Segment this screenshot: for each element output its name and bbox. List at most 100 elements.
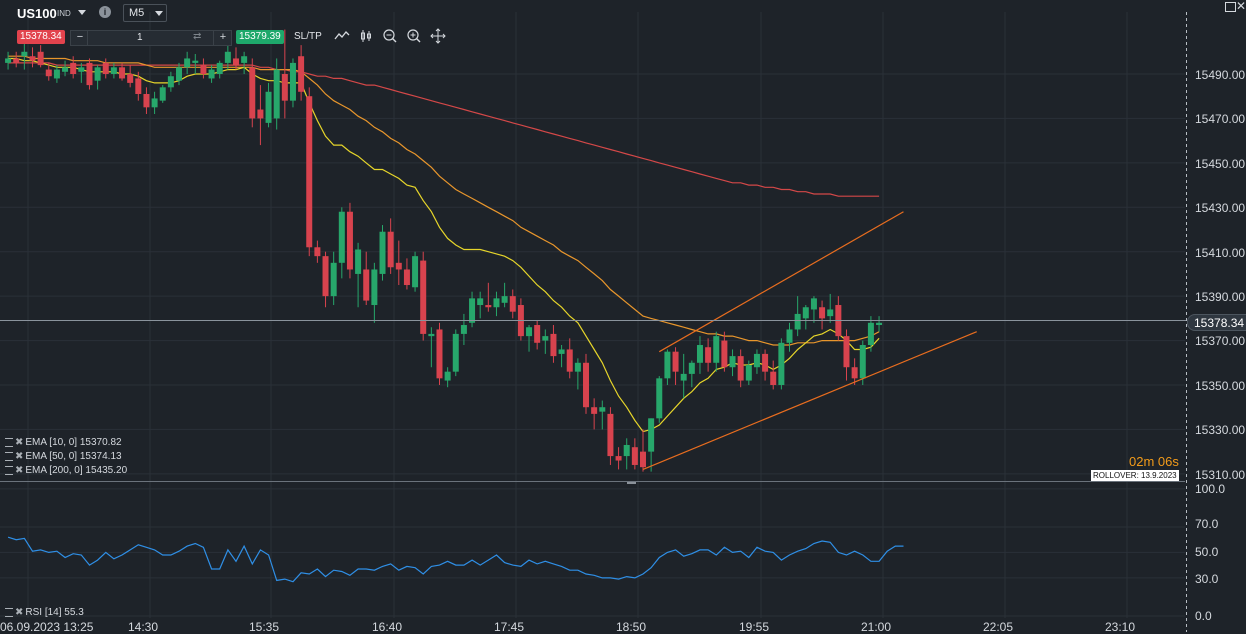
candle	[110, 62, 117, 79]
sell-button[interactable]: 15378.34	[17, 30, 65, 44]
candle	[737, 349, 744, 388]
quantity-stepper[interactable]: − 1 ⇄ +	[70, 30, 232, 46]
candle-body	[648, 418, 655, 452]
candle	[371, 262, 378, 323]
candle-body	[786, 329, 793, 343]
zoom-out-icon[interactable]	[382, 28, 398, 44]
candle	[794, 296, 801, 337]
candle	[607, 407, 614, 465]
legend-ema10[interactable]: ✖ EMA [10, 0] 15370.82	[5, 437, 122, 448]
candlestick-icon[interactable]	[359, 28, 375, 44]
candle	[338, 207, 345, 279]
candle-body	[192, 60, 199, 63]
candle-body	[607, 413, 614, 457]
price-axis-label: 15430.00	[1195, 201, 1246, 215]
candle-body	[298, 56, 305, 92]
settings-icon[interactable]	[5, 607, 13, 617]
settings-icon[interactable]	[5, 451, 13, 461]
legend-ema50[interactable]: ✖ EMA [50, 0] 15374.13	[5, 451, 122, 462]
rsi-axis-label: 50.0	[1195, 545, 1219, 559]
candle-body	[436, 329, 443, 379]
candle-body	[159, 87, 166, 101]
candle	[469, 291, 476, 328]
candle	[53, 65, 60, 83]
candle	[241, 51, 248, 74]
candle-body	[762, 353, 769, 372]
remove-icon[interactable]: ✖	[15, 451, 24, 462]
channel-upper-line	[658, 211, 904, 353]
candle-body	[289, 62, 296, 101]
candle	[102, 58, 109, 79]
remove-icon[interactable]: ✖	[15, 607, 24, 618]
symbol-dropdown-chevron-icon[interactable]	[78, 10, 86, 15]
close-icon[interactable]: ✕	[1236, 0, 1246, 13]
timeframe-select[interactable]: M5	[123, 4, 167, 22]
candle-body	[37, 51, 44, 66]
candle-body	[770, 371, 777, 385]
candle	[127, 65, 134, 88]
remove-icon[interactable]: ✖	[15, 437, 24, 448]
current-price-tag: 15378.34	[1187, 314, 1246, 331]
candle	[29, 47, 36, 68]
price-axis-label: 15370.00	[1195, 334, 1246, 348]
quantity-decrease-button[interactable]: −	[76, 31, 84, 43]
candle-body	[110, 67, 117, 74]
candle	[867, 316, 874, 352]
candle-body	[13, 58, 20, 63]
candle	[387, 218, 394, 274]
time-axis-label: 18:50	[616, 620, 647, 634]
line-chart-icon[interactable]	[334, 28, 350, 44]
candle	[232, 47, 239, 70]
candle-body	[534, 325, 541, 343]
buy-button[interactable]: 15379.39	[236, 30, 284, 44]
candle-body	[346, 211, 353, 270]
legend-ema10-label: EMA [10, 0] 15370.82	[25, 437, 122, 448]
settings-icon[interactable]	[5, 465, 13, 475]
candle	[159, 85, 166, 103]
candle-body	[21, 51, 28, 57]
candle-body	[745, 365, 752, 381]
candle-body	[827, 309, 834, 317]
crosshair-move-icon[interactable]	[430, 28, 446, 44]
refresh-icon[interactable]: ⇄	[193, 31, 202, 42]
settings-icon[interactable]	[5, 437, 13, 447]
candle-body	[224, 51, 231, 63]
candles	[5, 29, 883, 472]
candle-body	[696, 345, 703, 363]
candle	[672, 347, 679, 385]
info-icon[interactable]: i	[99, 6, 111, 18]
candle-body	[452, 333, 459, 372]
legend-ema200[interactable]: ✖ EMA [200, 0] 15435.20	[5, 465, 127, 476]
candle	[395, 240, 402, 286]
ema200-path	[8, 62, 880, 197]
candle	[688, 360, 695, 388]
candle	[819, 300, 826, 330]
symbol-name[interactable]: US100	[17, 6, 57, 21]
candle-body	[444, 371, 451, 381]
candle	[762, 349, 769, 381]
candle-body	[583, 362, 590, 408]
candle-body	[705, 347, 712, 363]
candle	[477, 291, 484, 319]
candle	[558, 345, 565, 368]
quantity-increase-button[interactable]: +	[219, 31, 227, 43]
candle	[257, 85, 264, 146]
candle	[5, 51, 12, 70]
candle-body	[469, 298, 476, 323]
timeframe-value: M5	[129, 7, 145, 19]
sltp-button[interactable]: SL/TP	[294, 31, 322, 42]
candle	[770, 360, 777, 390]
pane-resize-handle	[627, 482, 636, 484]
legend-rsi[interactable]: ✖ RSI [14] 55.3	[5, 607, 84, 618]
candle	[322, 251, 329, 308]
remove-icon[interactable]: ✖	[15, 465, 24, 476]
candle	[119, 62, 126, 81]
candle	[802, 305, 809, 330]
rsi-axis-label: 30.0	[1195, 572, 1219, 586]
candle-body	[851, 367, 858, 379]
rsi-axis-label: 0.0	[1195, 609, 1212, 623]
zoom-in-icon[interactable]	[406, 28, 422, 44]
maximize-icon[interactable]	[1225, 2, 1236, 12]
quantity-value[interactable]: 1	[137, 32, 143, 43]
